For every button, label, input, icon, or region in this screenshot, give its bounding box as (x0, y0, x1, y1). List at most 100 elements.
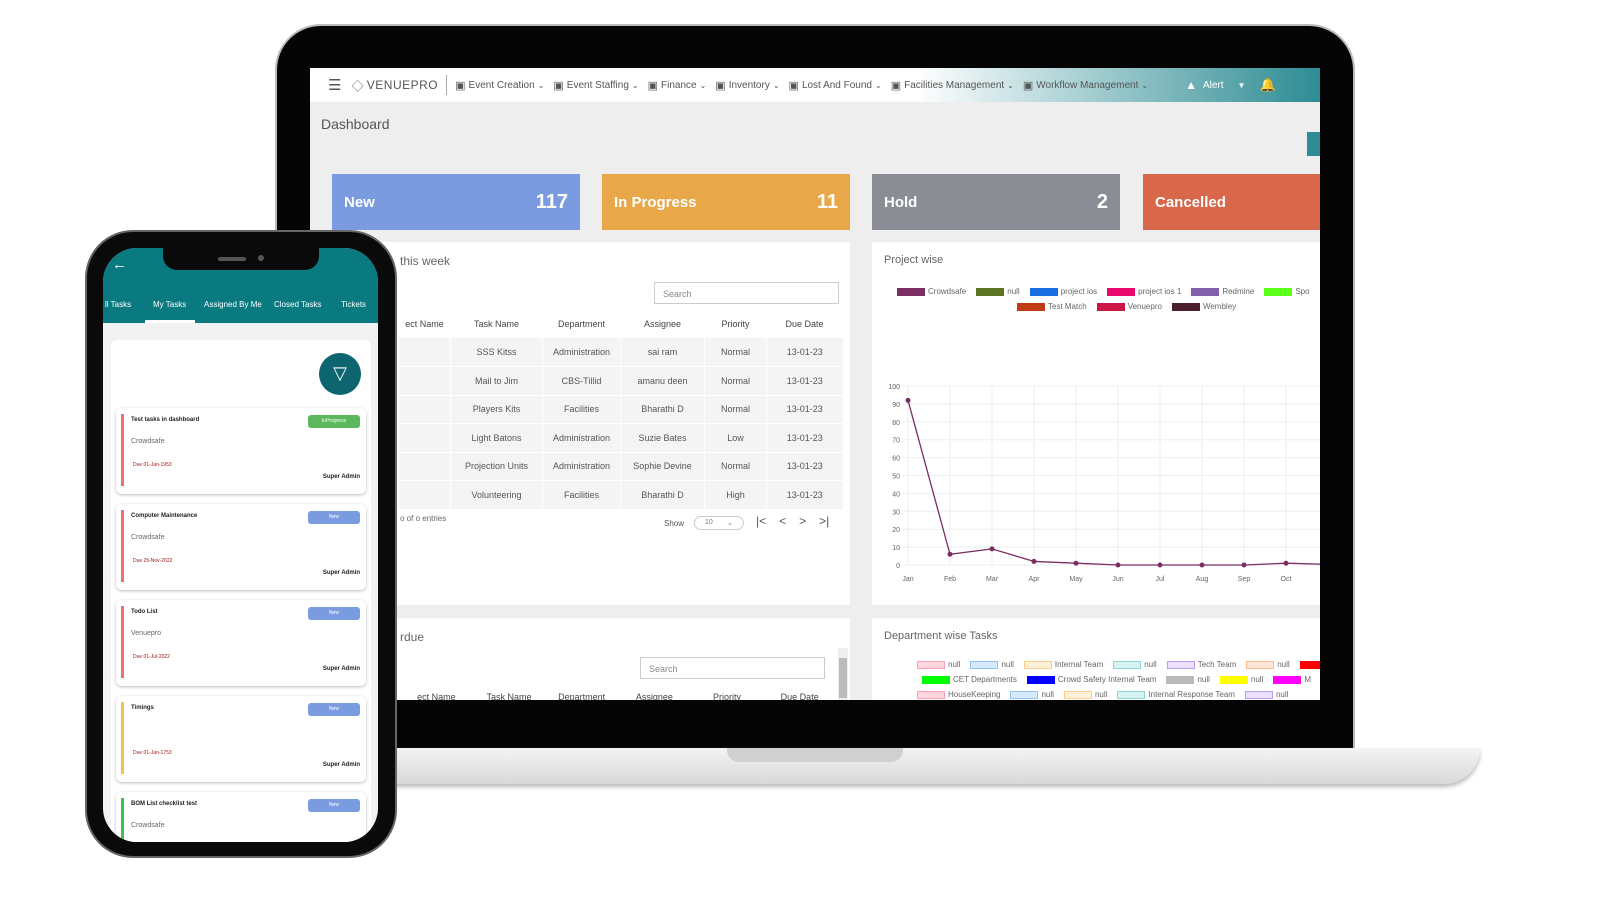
data-point[interactable] (1031, 558, 1037, 564)
nav-item-event-creation[interactable]: ▣ Event Creation ⌄ (455, 79, 544, 92)
legend-item[interactable]: null (970, 660, 1014, 669)
column-header[interactable]: Task Name (473, 319, 519, 329)
task-card[interactable]: Todo List Venuepro Due 01-Jul-2022 Super Ad… (116, 600, 366, 686)
legend-item[interactable]: M (1273, 675, 1311, 684)
column-header[interactable]: Task Name (486, 692, 532, 700)
alert-menu[interactable]: Alert (1202, 79, 1224, 91)
data-point[interactable] (1283, 560, 1289, 566)
bell-icon[interactable]: 🔔 (1259, 77, 1276, 92)
series-line (907, 400, 1320, 566)
legend-item[interactable]: CET Departments (922, 675, 1017, 684)
legend-item[interactable]: null (1244, 690, 1288, 699)
legend-item[interactable]: null (1113, 660, 1157, 669)
nav-item-facilities-management[interactable]: ▣ Facilities Management ⌄ (891, 79, 1014, 92)
table-row[interactable]: Mail to Jim CBS-Tillid amanu deen Normal 13-… (398, 366, 843, 396)
x-tick-label: Apr (1029, 576, 1041, 583)
nav-item-inventory[interactable]: ▣ Inventory ⌄ (715, 79, 779, 92)
data-point[interactable] (1073, 560, 1079, 566)
task-card[interactable]: BOM List checklist test Crowdsafe New (116, 792, 366, 842)
next-page-icon[interactable]: > (799, 514, 807, 528)
hamburger-menu-icon[interactable]: ☰ (328, 77, 342, 94)
legend-item[interactable]: project ios 1 (1107, 287, 1181, 296)
status-card-in-progress[interactable]: In Progress 11 (602, 174, 850, 230)
data-point[interactable] (1241, 562, 1247, 568)
phone-notch (163, 248, 319, 270)
legend-item[interactable]: Internal Team (1023, 660, 1103, 669)
table-row[interactable]: Volunteering Facilities Bharathi D High 13-0… (398, 480, 843, 510)
legend-item[interactable]: Tech Team (1166, 660, 1236, 669)
nav-item-lost-and-found[interactable]: ▣ Lost And Found ⌄ (789, 79, 882, 92)
legend-item[interactable]: Wembley (1171, 302, 1236, 311)
data-point[interactable] (989, 546, 995, 552)
table-row[interactable]: SSS Kitss Administration sai ram Normal 13-0… (398, 338, 843, 367)
last-page-icon[interactable]: >| (819, 514, 830, 528)
page-size-select[interactable]: 10 ⌄ (694, 516, 744, 530)
task-card[interactable]: Timings Due 01-Jan-1753 Super Admin New (116, 696, 366, 782)
table-row[interactable]: Players Kits Facilities Bharathi D Normal 13… (398, 395, 843, 424)
legend-item[interactable]: null (1063, 690, 1107, 699)
nav-item-finance[interactable]: ▣ Finance ⌄ (648, 79, 707, 92)
legend-label: project ios (1060, 287, 1098, 296)
chevron-down-icon: ⌄ (699, 80, 707, 90)
phone-tab[interactable]: Assigned By Me (204, 300, 262, 309)
legend-item[interactable]: null (1166, 675, 1210, 684)
nav-item-workflow-management[interactable]: ▣ Workflow Management ⌄ (1023, 79, 1148, 92)
status-card-cancelled[interactable]: Cancelled (1143, 174, 1320, 230)
column-header[interactable]: ect Name (405, 319, 444, 329)
legend-item[interactable] (1299, 660, 1320, 669)
scrollbar[interactable] (838, 648, 848, 700)
column-header[interactable]: Due Date (785, 319, 824, 329)
column-header[interactable]: Due Date (780, 692, 819, 700)
filter-button[interactable]: ▽ (319, 353, 361, 395)
legend-item[interactable]: Test Match (1017, 302, 1087, 311)
phone-tab[interactable]: Closed Tasks (274, 300, 322, 309)
legend-item[interactable]: null (976, 287, 1020, 296)
search-input[interactable]: Search (654, 282, 839, 304)
first-page-icon[interactable]: |< (756, 514, 767, 528)
legend-item[interactable]: Venuepro (1096, 302, 1162, 311)
task-card[interactable]: Computer Maintenance Crowdsafe Due 25-Nov-… (116, 504, 366, 590)
column-header[interactable]: Department (557, 319, 606, 329)
legend-swatch (917, 690, 945, 699)
legend-item[interactable]: null (1246, 660, 1290, 669)
phone-tab[interactable]: ll Tasks (105, 300, 132, 309)
legend-item[interactable]: null (917, 660, 960, 669)
prev-page-icon[interactable]: < (779, 514, 787, 528)
task-card[interactable]: Test tasks in dashboard Crowdsafe Due 01-J… (116, 408, 366, 494)
table-row[interactable]: Projection Units Administration Sophie Dev… (398, 452, 843, 481)
column-header[interactable]: Priority (721, 319, 750, 329)
column-header[interactable]: Assignee (643, 319, 682, 329)
clipboard-icon: ▣ (890, 79, 902, 92)
legend-item[interactable]: Crowdsafe (897, 287, 966, 296)
priority-bar (121, 702, 124, 774)
legend-item[interactable]: Spo (1264, 287, 1310, 296)
legend-item[interactable]: Internal Response Team (1117, 690, 1235, 699)
legend-item[interactable]: null (1219, 675, 1263, 684)
legend-item[interactable]: Redmine (1191, 287, 1254, 296)
status-card-hold[interactable]: Hold 2 (872, 174, 1120, 230)
side-toggle[interactable] (1307, 132, 1320, 156)
status-card-new[interactable]: New 117 (332, 174, 580, 230)
phone-tab[interactable]: Tickets (341, 300, 367, 309)
legend-label: CET Departments (953, 675, 1017, 684)
phone-tab[interactable]: My Tasks (153, 300, 187, 309)
data-point[interactable] (1115, 562, 1121, 568)
table-row[interactable]: Light Batons Administration Suzie Bates Low… (398, 423, 843, 453)
column-header[interactable]: Priority (713, 692, 742, 700)
data-point[interactable] (905, 397, 911, 403)
data-point[interactable] (947, 551, 953, 557)
legend-item[interactable]: null (1010, 690, 1054, 699)
data-point[interactable] (1157, 562, 1163, 568)
search-input[interactable]: Search (640, 657, 825, 679)
legend-item[interactable]: project ios (1029, 287, 1098, 296)
venuepro-logo-icon: ◇ (351, 77, 364, 94)
legend-swatch (1029, 287, 1058, 296)
column-header[interactable]: ect Name (417, 692, 456, 700)
data-point[interactable] (1199, 562, 1205, 568)
column-header[interactable]: Assignee (635, 692, 673, 700)
legend-item[interactable]: Crowd Safety Internal Team (1026, 675, 1156, 684)
column-header[interactable]: Department (558, 692, 606, 700)
nav-item-event-staffing[interactable]: ▣ Event Staffing ⌄ (553, 79, 638, 92)
back-arrow-icon[interactable]: ← (112, 256, 127, 273)
legend-item[interactable]: HouseKeeping (917, 690, 1000, 699)
